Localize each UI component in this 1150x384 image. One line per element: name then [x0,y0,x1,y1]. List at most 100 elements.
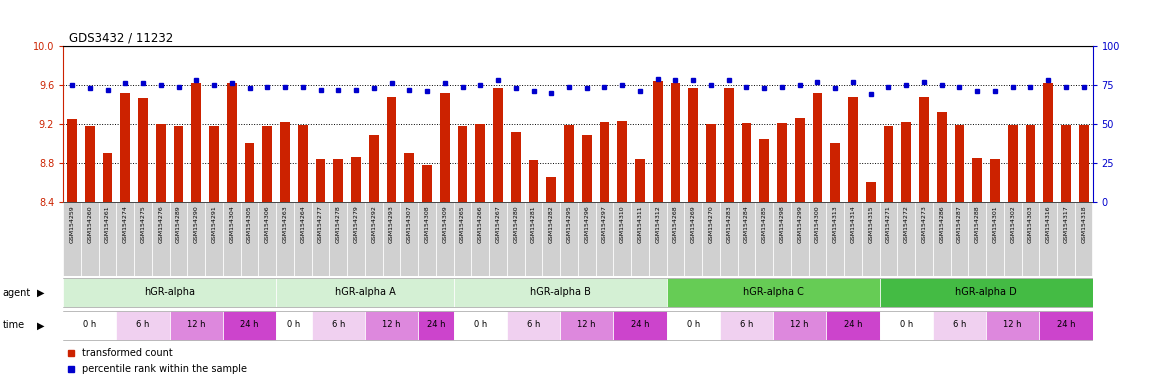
Bar [667,202,684,276]
Bar [440,93,450,202]
Text: GSM154307: GSM154307 [407,205,412,243]
Text: GSM154274: GSM154274 [123,205,128,243]
Bar [915,202,933,276]
Text: 6 h: 6 h [137,320,150,329]
Text: GDS3432 / 11232: GDS3432 / 11232 [69,31,174,44]
Bar [919,97,929,202]
Text: GSM154271: GSM154271 [886,205,891,243]
Bar [689,88,698,202]
Bar [365,202,383,276]
Text: GSM154295: GSM154295 [567,205,572,243]
Text: 0 h: 0 h [899,320,913,329]
Bar [649,202,667,276]
Bar [262,126,273,202]
Text: GSM154263: GSM154263 [283,205,288,243]
Text: GSM154286: GSM154286 [940,205,944,243]
Bar [880,202,897,276]
Bar [560,311,613,340]
Text: GSM154296: GSM154296 [584,205,589,243]
Text: hGR-alpha C: hGR-alpha C [743,287,804,297]
Text: 0 h: 0 h [687,320,700,329]
Bar [578,202,596,276]
Text: 12 h: 12 h [187,320,206,329]
Text: GSM154265: GSM154265 [460,205,465,243]
Text: GSM154314: GSM154314 [851,205,856,243]
Bar [706,124,715,202]
Text: GSM154297: GSM154297 [601,205,607,243]
Bar [170,202,187,276]
Bar [880,311,933,340]
Text: GSM154301: GSM154301 [992,205,997,243]
Bar [453,311,507,340]
Bar [968,202,986,276]
Bar [972,158,982,202]
Bar [1057,202,1075,276]
Bar [951,202,968,276]
Bar [294,202,312,276]
Bar [866,182,875,202]
Text: 12 h: 12 h [790,320,808,329]
Text: percentile rank within the sample: percentile rank within the sample [82,364,247,374]
Text: 24 h: 24 h [630,320,650,329]
Bar [386,97,397,202]
Bar [618,121,627,202]
Bar [138,98,148,202]
Bar [511,132,521,202]
Bar [81,202,99,276]
Bar [209,126,218,202]
Text: GSM154309: GSM154309 [443,205,447,243]
Bar [453,278,667,308]
Bar [861,202,880,276]
Text: GSM154291: GSM154291 [212,205,216,243]
Bar [329,202,347,276]
Bar [493,88,503,202]
Bar [1079,125,1089,202]
Text: GSM154266: GSM154266 [477,205,483,243]
Text: GSM154316: GSM154316 [1045,205,1051,243]
Bar [276,311,312,340]
Text: hGR-alpha A: hGR-alpha A [335,287,396,297]
Text: GSM154260: GSM154260 [87,205,92,243]
Bar [720,311,773,340]
Bar [1040,202,1057,276]
Text: ▶: ▶ [37,288,45,298]
Text: 24 h: 24 h [427,320,445,329]
Text: GSM154311: GSM154311 [637,205,643,243]
Bar [116,311,170,340]
Bar [830,143,840,202]
Bar [298,125,308,202]
Bar [347,202,365,276]
Bar [240,202,259,276]
Bar [102,153,113,202]
Text: GSM154318: GSM154318 [1081,205,1086,243]
Text: 12 h: 12 h [577,320,596,329]
Text: transformed count: transformed count [82,348,172,358]
Bar [897,202,915,276]
Bar [524,202,543,276]
Text: GSM154276: GSM154276 [159,205,163,243]
Bar [529,160,538,202]
Bar [546,177,557,202]
Text: GSM154308: GSM154308 [424,205,430,243]
Bar [635,159,645,202]
Text: GSM154312: GSM154312 [656,205,660,243]
Text: GSM154300: GSM154300 [815,205,820,243]
Bar [990,159,999,202]
Text: agent: agent [2,288,31,298]
Bar [742,123,751,202]
Bar [813,93,822,202]
Bar [902,122,911,202]
Bar [383,202,400,276]
Bar [135,202,152,276]
Text: hGR-alpha D: hGR-alpha D [956,287,1017,297]
Bar [613,311,667,340]
Bar [475,124,485,202]
Bar [599,122,610,202]
Bar [667,311,720,340]
Bar [63,278,276,308]
Bar [170,311,223,340]
Bar [737,202,756,276]
Bar [759,139,769,202]
Bar [405,153,414,202]
Bar [223,202,240,276]
